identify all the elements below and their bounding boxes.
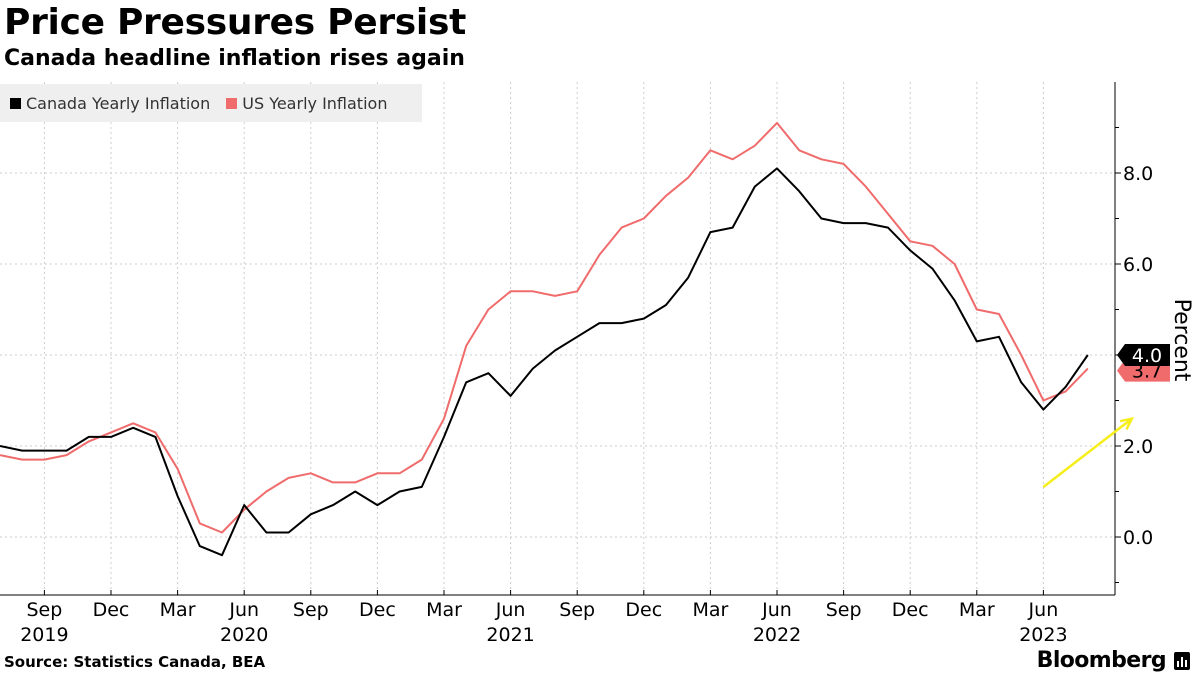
end-value-labels: 3.74.0 bbox=[1117, 344, 1170, 383]
x-tick-label: Sep bbox=[293, 599, 329, 621]
x-tick-label: Mar bbox=[426, 599, 462, 621]
legend-label-us: US Yearly Inflation bbox=[242, 93, 388, 113]
x-tick-label: Jun bbox=[228, 599, 259, 621]
x-tick-label: Jun bbox=[495, 599, 526, 621]
chart-title: Price Pressures Persist bbox=[4, 2, 466, 43]
x-tick-label: Sep bbox=[826, 599, 862, 621]
y-axis-title: Percent bbox=[1169, 299, 1194, 382]
x-tick-label: Dec bbox=[93, 599, 130, 621]
x-year-label: 2020 bbox=[220, 624, 268, 646]
y-tick-label: 0.0 bbox=[1123, 527, 1153, 549]
x-tick-label: Jun bbox=[761, 599, 792, 621]
x-tick-label: Mar bbox=[959, 599, 995, 621]
legend-item-us[interactable]: US Yearly Inflation bbox=[226, 94, 387, 113]
end-label-canada-value: 4.0 bbox=[1132, 345, 1162, 367]
y-tick-label: 8.0 bbox=[1123, 163, 1153, 185]
x-tick-label: Dec bbox=[892, 599, 929, 621]
end-label-us-value: 3.7 bbox=[1132, 361, 1162, 383]
x-tick-label: Mar bbox=[160, 599, 196, 621]
y-tick-label: 6.0 bbox=[1123, 254, 1153, 276]
legend-label-canada: Canada Yearly Inflation bbox=[26, 93, 211, 113]
chart-subtitle: Canada headline inflation rises again bbox=[4, 46, 465, 71]
brand-logo: Bloomberg bbox=[1036, 648, 1167, 673]
x-tick-label: Mar bbox=[692, 599, 728, 621]
bloomberg-terminal-icon bbox=[1174, 652, 1190, 670]
x-year-label: 2022 bbox=[753, 624, 801, 646]
series-line-us bbox=[0, 121, 1089, 534]
x-year-label: 2023 bbox=[1019, 624, 1067, 646]
x-tick-label: Dec bbox=[625, 599, 662, 621]
x-tick-label: Sep bbox=[26, 599, 62, 621]
axes: 0.0 2.0 4.0 6.0 8.0 Sep 2019 Dec Mar Jun 2020 Sep De… bbox=[0, 82, 1194, 646]
x-tick-label: Jun bbox=[1028, 599, 1059, 621]
end-label-canada-tag bbox=[1117, 344, 1170, 366]
legend-item-canada[interactable]: Canada Yearly Inflation bbox=[10, 94, 210, 113]
x-year-label: 2021 bbox=[486, 624, 534, 646]
annotations bbox=[1042, 416, 1135, 488]
legend-swatch-us bbox=[226, 97, 238, 109]
series-line-canada bbox=[0, 167, 1089, 557]
gridlines bbox=[0, 82, 1115, 595]
arrow-annotation-head bbox=[1119, 416, 1135, 430]
series-lines bbox=[0, 121, 1089, 557]
arrow-annotation-shaft bbox=[1042, 417, 1133, 488]
x-tick-label: Dec bbox=[359, 599, 396, 621]
source-note: Source: Statistics Canada, BEA bbox=[4, 653, 266, 671]
x-tick-label: Sep bbox=[559, 599, 595, 621]
y-tick-label: 2.0 bbox=[1123, 436, 1153, 458]
x-year-label: 2019 bbox=[20, 624, 68, 646]
chart-legend: Canada Yearly Inflation US Yearly Inflat… bbox=[0, 84, 422, 122]
legend-swatch-canada bbox=[10, 97, 21, 109]
